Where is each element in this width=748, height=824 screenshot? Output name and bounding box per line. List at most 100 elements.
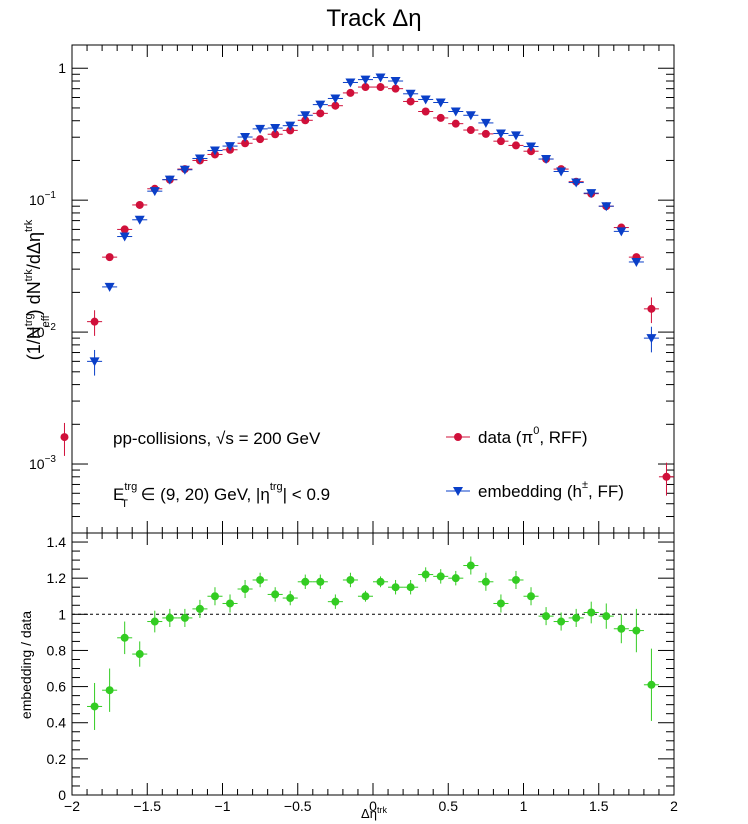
ratio-x-tick-label: 0	[369, 798, 377, 814]
embedding-point	[480, 118, 491, 128]
data-point	[301, 116, 310, 125]
ratio-point	[286, 594, 295, 603]
ratio-point	[210, 592, 219, 601]
embedding-point	[435, 98, 446, 108]
embedding-point	[194, 154, 205, 164]
ratio-y-tick-label: 1.2	[47, 570, 67, 586]
data-point	[135, 200, 144, 209]
ratio-point	[241, 585, 250, 594]
embedding-point	[164, 175, 175, 185]
embedding-point	[149, 187, 160, 197]
ratio-point	[572, 613, 581, 622]
ratio-point	[617, 624, 626, 633]
data-point	[316, 109, 325, 118]
data-point	[331, 101, 340, 110]
ratio-point	[647, 680, 656, 689]
ratio-point	[361, 592, 370, 601]
ratio-point	[256, 575, 265, 584]
ratio-point	[602, 612, 611, 621]
annotation-collision: pp-collisions, √s = 200 GeV	[113, 429, 321, 448]
ratio-point	[587, 608, 596, 617]
data-point	[466, 126, 475, 135]
x-axis-label: Δηtrk	[361, 805, 387, 821]
ratio-point	[165, 613, 174, 622]
ratio-y-axis-label: embedding / data	[18, 611, 34, 719]
ratio-point	[451, 574, 460, 583]
ratio-x-tick-label: −0.5	[284, 798, 312, 814]
embedding-point	[345, 78, 356, 88]
embedding-point	[420, 95, 431, 105]
top-y-tick-label: 10−3	[29, 454, 56, 472]
data-point	[105, 253, 114, 262]
ratio-point	[316, 577, 325, 586]
svg-text:embedding (h±, FF): embedding (h±, FF)	[478, 479, 624, 501]
ratio-point	[120, 633, 129, 642]
ratio-y-tick-label: 0.6	[47, 679, 67, 695]
embedding-point	[541, 155, 552, 165]
embedding-point	[240, 133, 251, 143]
data-point	[391, 84, 400, 93]
ratio-point	[406, 583, 415, 592]
ratio-point	[466, 561, 475, 570]
top-panel-frame	[71, 44, 675, 534]
embedding-point	[179, 165, 190, 175]
ratio-point	[421, 570, 430, 579]
ratio-point	[150, 617, 159, 626]
embedding-point	[104, 282, 115, 292]
legend: data (π0, RFF) embedding (h±, FF)	[446, 425, 624, 501]
ratio-y-tick-label: 0.2	[47, 751, 67, 767]
embedding-point	[225, 142, 236, 152]
series-ratio	[87, 556, 659, 730]
embedding-point	[255, 124, 266, 134]
ratio-point	[346, 575, 355, 584]
ratio-y-tick-label: 0	[58, 787, 66, 803]
data-point	[647, 304, 656, 313]
embedding-point	[571, 178, 582, 188]
ratio-point	[226, 599, 235, 608]
ratio-panel-x-tick-labels: −2 −1.5 −1 −0.5 0 0.5 1 1.5 2	[64, 798, 678, 814]
data-point	[120, 225, 129, 234]
ratio-x-tick-label: 1	[520, 798, 528, 814]
embedding-point	[390, 77, 401, 87]
embedding-point	[360, 75, 371, 85]
data-point	[451, 119, 460, 128]
legend-entry-embedding: embedding (h±, FF)	[446, 479, 624, 501]
embedding-point	[300, 111, 311, 121]
data-point	[481, 129, 490, 138]
ratio-y-tick-label: 1	[58, 606, 66, 622]
top-y-tick-label: 10−1	[29, 190, 56, 208]
embedding-point	[89, 357, 100, 367]
data-point	[496, 137, 505, 146]
embedding-point	[526, 142, 537, 152]
embedding-point	[631, 257, 642, 267]
ratio-x-tick-label: 2	[670, 798, 678, 814]
top-panel-series	[60, 73, 674, 496]
data-point	[662, 472, 671, 481]
svg-text:data (π0, RFF): data (π0, RFF)	[478, 425, 587, 447]
ratio-point	[436, 572, 445, 581]
data-point	[436, 113, 445, 122]
ratio-x-tick-label: 1.5	[589, 798, 609, 814]
ratio-panel-frame	[71, 532, 675, 796]
ratio-point	[90, 702, 99, 711]
embedding-point	[450, 107, 461, 117]
ratio-point	[180, 613, 189, 622]
embedding-point	[134, 215, 145, 225]
ratio-panel-ticks	[71, 533, 675, 796]
legend-entry-data: data (π0, RFF)	[446, 425, 587, 447]
embedding-point	[495, 129, 506, 139]
data-point	[60, 433, 69, 442]
embedding-point	[330, 94, 341, 104]
embedding-point	[616, 227, 627, 237]
ratio-point	[271, 590, 280, 599]
embedding-point	[556, 167, 567, 177]
ratio-panel-series	[87, 556, 659, 730]
ratio-x-tick-label: −2	[64, 798, 80, 814]
data-point	[376, 83, 385, 92]
series-embedding	[87, 73, 659, 376]
embedding-point	[315, 100, 326, 110]
data-point	[361, 83, 370, 92]
embedding-point	[601, 202, 612, 212]
top-panel-ticks	[71, 45, 675, 534]
embedding-point	[209, 146, 220, 156]
